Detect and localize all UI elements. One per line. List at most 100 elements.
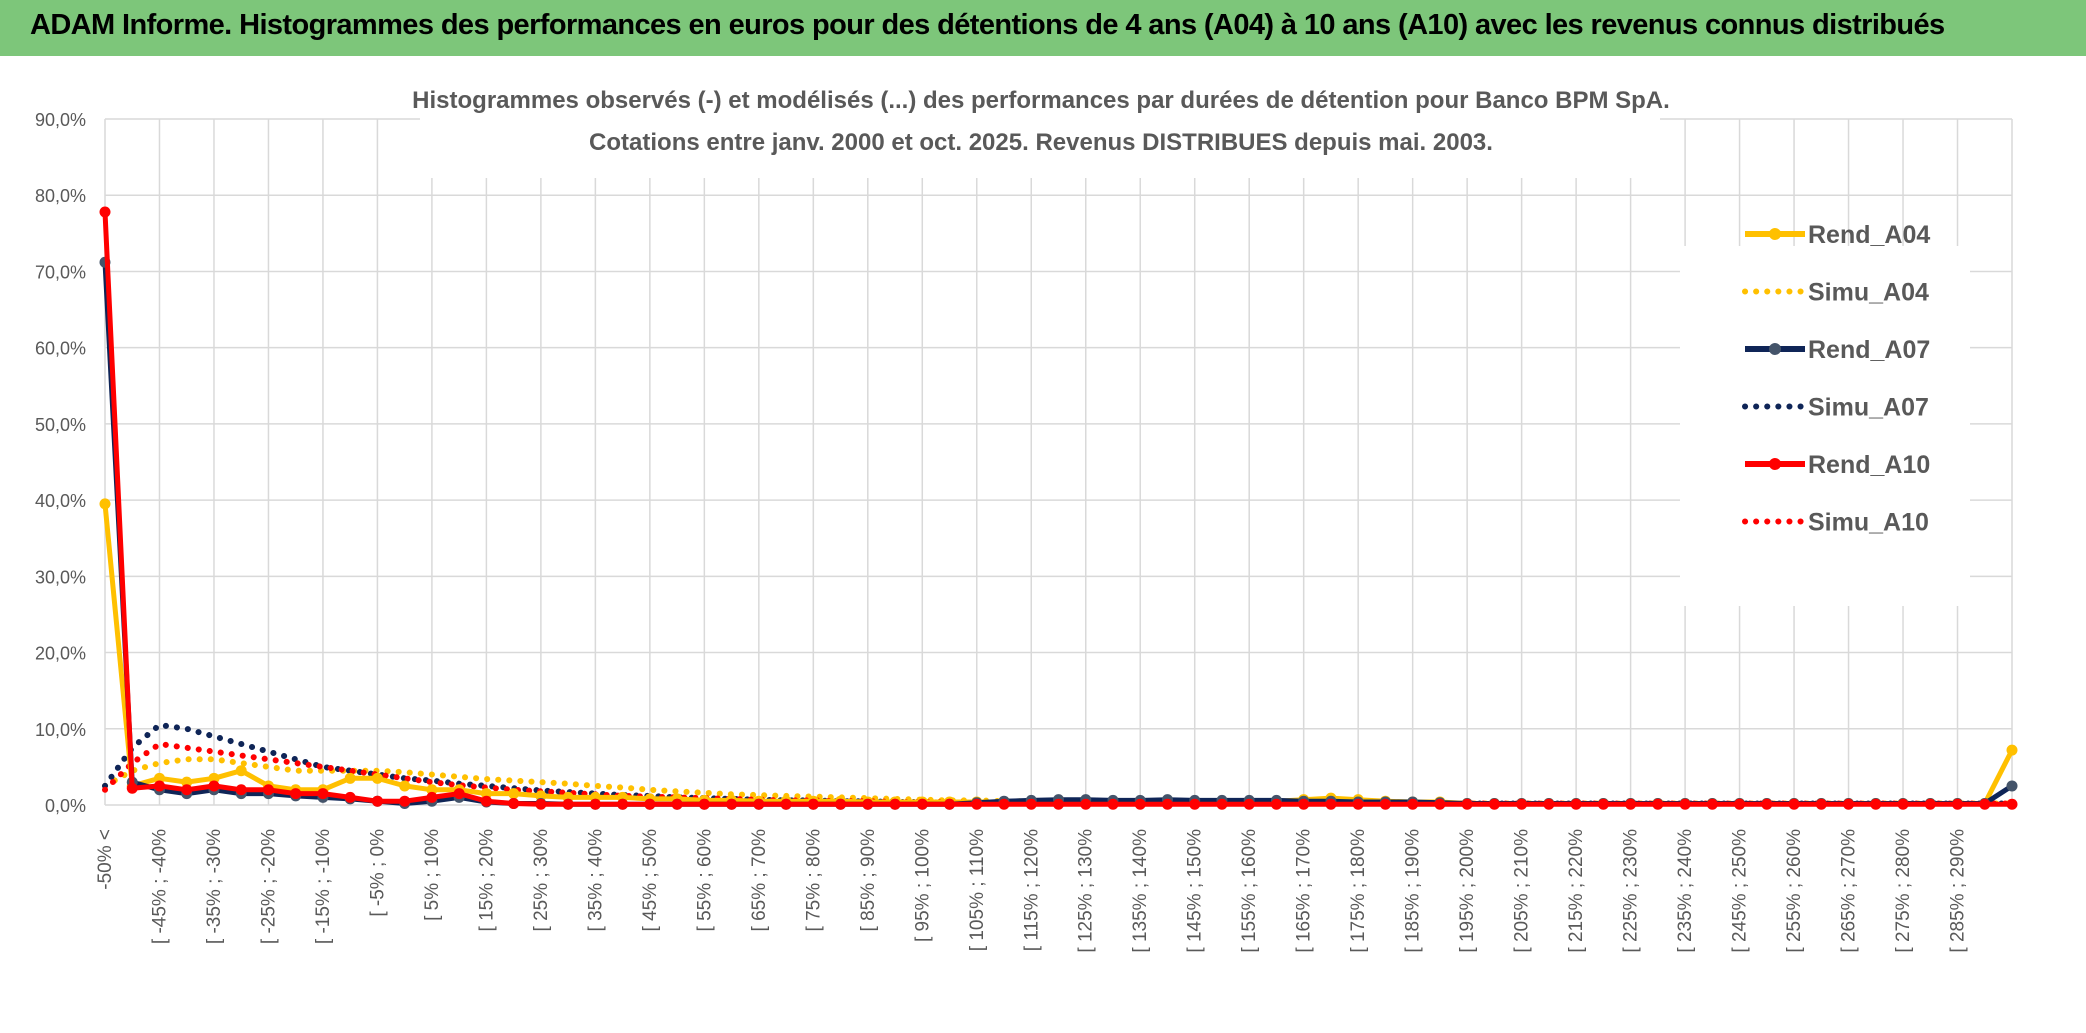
data-point-rend-a10 <box>1788 798 1800 810</box>
y-tick-label: 80,0% <box>35 186 86 206</box>
data-point-rend-a10 <box>862 798 874 810</box>
data-point-rend-a10 <box>1679 798 1691 810</box>
data-point-rend-a10 <box>1216 798 1228 810</box>
x-tick-label: [ 85% ; 90% <box>858 829 879 932</box>
data-point-rend-a10 <box>535 798 547 810</box>
y-axis-tick-labels: 0,0% 10,0% 20,0% 30,0% 40,0% 50,0% 60,0% 70,0% 8… <box>35 110 86 816</box>
data-point-rend-a10 <box>1734 798 1746 810</box>
legend-item-simu-a07: Simu_A07 <box>1742 394 1929 422</box>
data-point-rend-a10 <box>589 798 601 810</box>
y-tick-label: 70,0% <box>35 262 86 282</box>
data-point-rend-a07 <box>2006 780 2018 792</box>
data-point-rend-a10 <box>1897 798 1909 810</box>
y-tick-label: 90,0% <box>35 110 86 130</box>
data-point-rend-a10 <box>1979 798 1991 810</box>
data-point-rend-a04 <box>208 772 220 784</box>
data-point-rend-a04 <box>344 772 356 784</box>
x-tick-label: [ 115% ; 120% <box>1021 829 1042 951</box>
data-point-rend-a10 <box>1161 798 1173 810</box>
data-point-rend-a10 <box>617 798 629 810</box>
x-tick-label: [ 55% ; 60% <box>694 829 715 932</box>
data-point-rend-a10 <box>944 798 956 810</box>
x-tick-label: [ 15% ; 20% <box>476 829 497 932</box>
data-point-rend-a10 <box>1270 798 1282 810</box>
data-point-rend-a10 <box>344 791 356 803</box>
x-tick-label: [ 155% ; 160% <box>1239 829 1260 953</box>
data-point-rend-a04 <box>480 788 492 800</box>
data-point-rend-a10 <box>562 798 574 810</box>
legend-label: Rend_A07 <box>1808 336 1930 364</box>
data-point-rend-a10 <box>753 798 765 810</box>
data-point-rend-a10 <box>1543 798 1555 810</box>
x-tick-label: [ 165% ; 170% <box>1294 829 1315 953</box>
data-point-rend-a04 <box>181 776 193 788</box>
data-point-rend-a10 <box>1243 798 1255 810</box>
y-tick-label: 60,0% <box>35 339 86 359</box>
data-point-rend-a10 <box>644 798 656 810</box>
data-point-rend-a10 <box>1706 798 1718 810</box>
chart-subtitle: Cotations entre janv. 2000 et oct. 2025.… <box>589 129 1493 156</box>
data-point-rend-a10 <box>698 798 710 810</box>
x-tick-label: [ -5% ; 0% <box>367 829 388 917</box>
legend-item-simu-a04: Simu_A04 <box>1742 279 1929 307</box>
x-tick-label: [ -45% ; -40% <box>149 829 170 944</box>
data-point-rend-a10 <box>1815 798 1827 810</box>
data-point-rend-a10 <box>1516 798 1528 810</box>
legend-marker <box>1769 343 1781 355</box>
data-point-rend-a10 <box>453 788 465 800</box>
data-point-rend-a10 <box>780 798 792 810</box>
x-tick-label: [ -15% ; -10% <box>313 829 334 944</box>
x-tick-label: [ 235% ; 240% <box>1675 829 1696 953</box>
data-point-rend-a10 <box>262 784 274 796</box>
x-tick-label: [ -35% ; -30% <box>204 829 225 944</box>
histogram-chart: 0,0% 10,0% 20,0% 30,0% 40,0% 50,0% 60,0% 70,0% 8… <box>0 56 2086 1033</box>
y-tick-label: 40,0% <box>35 491 86 511</box>
data-point-rend-a10 <box>508 797 520 809</box>
data-point-rend-a10 <box>998 798 1010 810</box>
data-point-rend-a10 <box>371 795 383 807</box>
x-tick-label: [ 175% ; 180% <box>1348 829 1369 953</box>
data-point-rend-a10 <box>290 788 302 800</box>
x-tick-label: [ 75% ; 80% <box>803 829 824 932</box>
data-point-rend-a10 <box>1843 798 1855 810</box>
x-tick-label: [ -25% ; -20% <box>258 829 279 944</box>
data-point-rend-a04 <box>535 790 547 802</box>
data-point-rend-a10 <box>1189 798 1201 810</box>
x-tick-label: [ 285% ; 290% <box>1948 829 1969 953</box>
data-point-rend-a10 <box>181 784 193 796</box>
data-point-rend-a10 <box>317 788 329 800</box>
title-backdrop <box>420 78 1660 178</box>
x-tick-label: [ 65% ; 70% <box>749 829 770 932</box>
x-tick-label: [ 205% ; 210% <box>1512 829 1533 953</box>
legend-label: Simu_A10 <box>1808 509 1929 537</box>
x-tick-label: [ 255% ; 260% <box>1784 829 1805 953</box>
data-point-rend-a10 <box>126 782 138 794</box>
x-tick-label: [ 125% ; 130% <box>1076 829 1097 953</box>
legend-item-rend-a04: Rend_A04 <box>1745 221 1930 249</box>
x-tick-label: [ 95% ; 100% <box>912 829 933 942</box>
x-tick-label: -50% < <box>95 829 116 890</box>
data-point-rend-a10 <box>1870 798 1882 810</box>
data-point-rend-a10 <box>1407 798 1419 810</box>
data-point-rend-a10 <box>153 780 165 792</box>
x-axis-tick-labels: -50% < [ -45% ; -40% [ -35% ; -30% [ -25% ;… <box>95 829 1969 953</box>
legend-label: Rend_A10 <box>1808 451 1930 479</box>
x-tick-label: [ 275% ; 280% <box>1893 829 1914 953</box>
data-point-rend-a10 <box>1570 798 1582 810</box>
y-tick-label: 20,0% <box>35 644 86 664</box>
series-layer <box>99 206 2018 810</box>
data-point-rend-a04 <box>371 772 383 784</box>
x-tick-label: [ 45% ; 50% <box>640 829 661 932</box>
data-point-rend-a10 <box>1488 798 1500 810</box>
report-title: ADAM Informe. Histogrammes des performan… <box>30 9 1945 41</box>
data-point-rend-a10 <box>916 798 928 810</box>
data-point-rend-a10 <box>889 798 901 810</box>
report-banner: ADAM Informe. Histogrammes des performan… <box>0 0 2086 58</box>
data-point-rend-a10 <box>235 784 247 796</box>
x-tick-label: [ 25% ; 30% <box>531 829 552 932</box>
x-tick-label: [ 135% ; 140% <box>1130 829 1151 953</box>
data-point-rend-a10 <box>1652 798 1664 810</box>
legend-marker <box>1769 228 1781 240</box>
data-point-rend-a10 <box>1298 798 1310 810</box>
x-tick-label: [ 225% ; 230% <box>1621 829 1642 953</box>
